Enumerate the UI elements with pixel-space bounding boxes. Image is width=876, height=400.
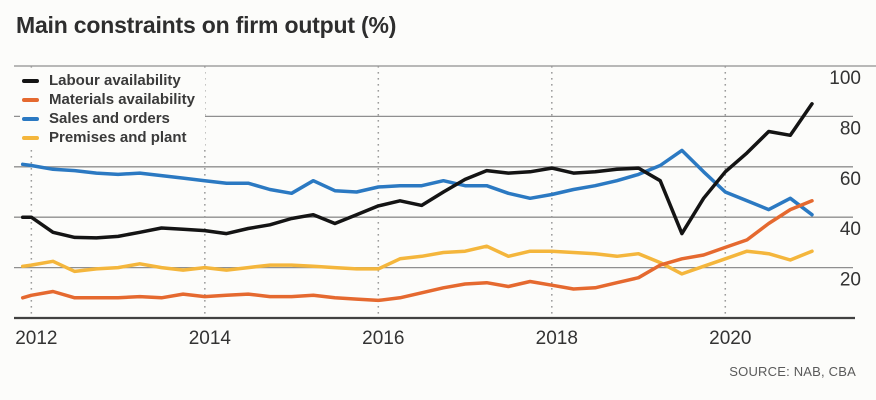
series-line-labour-availability <box>20 102 814 240</box>
legend-swatch-icon <box>22 78 39 83</box>
legend-item: Sales and orders <box>22 109 195 128</box>
y-tick-label: 80 <box>840 118 861 139</box>
source-note: SOURCE: NAB, CBA <box>729 364 856 379</box>
x-tick-label: 2018 <box>536 328 578 349</box>
series-line-materials-availability <box>20 199 814 303</box>
chart-legend: Labour availability Materials availabilit… <box>20 69 205 150</box>
legend-item: Materials availability <box>22 90 195 109</box>
y-tick-label: 100 <box>829 68 861 89</box>
x-tick-label: 2014 <box>189 328 232 349</box>
x-tick-label: 2020 <box>709 328 751 349</box>
y-tick-label: 20 <box>840 270 861 291</box>
legend-label: Labour availability <box>49 72 181 89</box>
legend-swatch-icon <box>22 97 39 102</box>
legend-swatch-icon <box>22 135 39 140</box>
legend-swatch-icon <box>22 116 39 121</box>
y-tick-label: 40 <box>840 219 861 240</box>
legend-item: Labour availability <box>22 71 195 90</box>
legend-item: Premises and plant <box>22 128 195 147</box>
legend-label: Premises and plant <box>49 129 187 146</box>
x-tick-label: 2016 <box>362 328 404 349</box>
series-line-premises-and-plant <box>20 244 814 276</box>
y-tick-label: 60 <box>840 169 861 190</box>
legend-label: Materials availability <box>49 91 195 108</box>
series-line-sales-and-orders <box>20 148 814 217</box>
x-tick-label: 2012 <box>15 328 57 349</box>
legend-label: Sales and orders <box>49 110 170 127</box>
chart-title: Main constraints on firm output (%) <box>16 12 397 38</box>
